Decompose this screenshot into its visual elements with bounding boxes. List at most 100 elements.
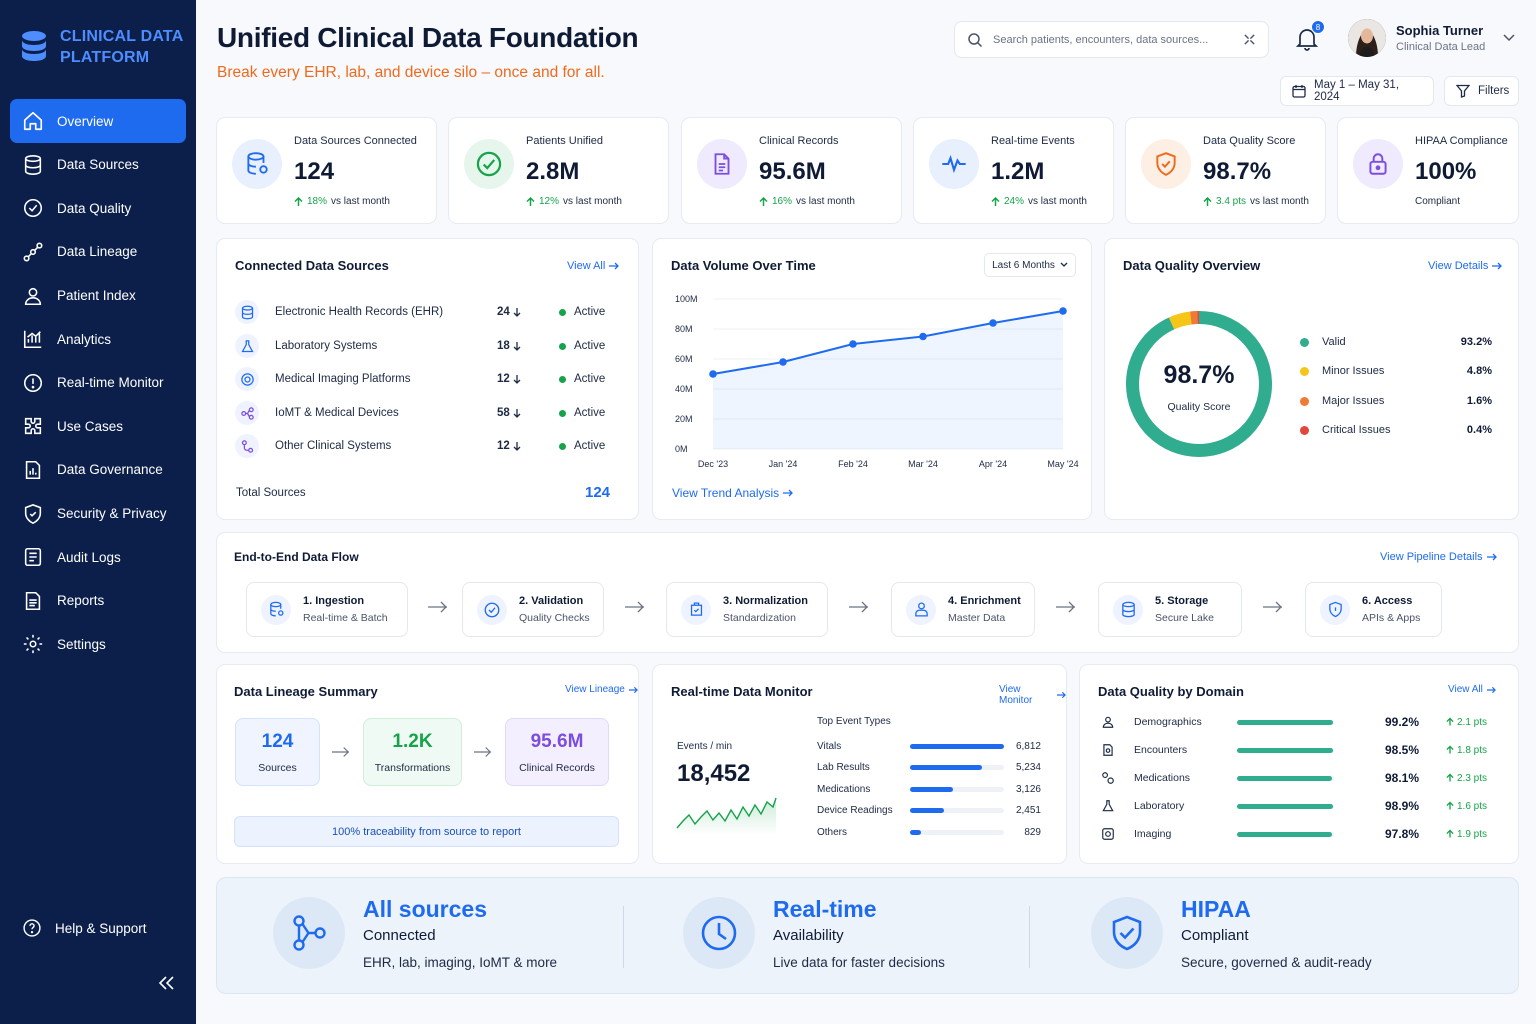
home-icon bbox=[22, 110, 44, 132]
quality-score-label: Quality Score bbox=[1167, 401, 1231, 413]
sidebar-item-analytics[interactable]: Analytics bbox=[10, 317, 186, 361]
view-trend-analysis-link[interactable]: View Trend Analysis bbox=[672, 486, 794, 500]
view-lineage-link[interactable]: View Lineage bbox=[565, 684, 638, 695]
shield-icon bbox=[22, 503, 44, 525]
brand[interactable]: CLINICAL DATA PLATFORM bbox=[20, 26, 183, 68]
lineage-transformations-box[interactable]: 1.2K Transformations bbox=[363, 718, 462, 786]
view-monitor-link[interactable]: View Monitor bbox=[999, 684, 1066, 706]
clear-icon[interactable] bbox=[1243, 33, 1256, 46]
kpi-card-data-sources[interactable]: Data Sources Connected 124 18% vs last mo… bbox=[216, 117, 437, 224]
lineage-records-box[interactable]: 95.6M Clinical Records bbox=[505, 718, 609, 786]
flow-step-storage[interactable]: 5. Storage Secure Lake bbox=[1098, 582, 1242, 637]
sidebar-item-audit-logs[interactable]: Audit Logs bbox=[10, 535, 186, 579]
domain-row[interactable]: Demographics 99.2% 2.1 pts bbox=[1100, 712, 1510, 732]
source-row[interactable]: Other Clinical Systems 12 Active bbox=[235, 434, 615, 458]
domain-delta: 2.3 pts bbox=[1419, 773, 1499, 784]
source-row[interactable]: Electronic Health Records (EHR) 24 Activ… bbox=[235, 300, 615, 324]
help-icon bbox=[22, 918, 42, 938]
card-title: Data Volume Over Time bbox=[671, 258, 816, 273]
flow-step-enrichment[interactable]: 4. Enrichment Master Data bbox=[891, 582, 1035, 637]
double-chevron-left-icon bbox=[157, 974, 175, 992]
view-all-sources-link[interactable]: View All bbox=[567, 260, 620, 272]
lineage-icon bbox=[22, 241, 44, 263]
flow-step-access[interactable]: 6. Access APIs & Apps bbox=[1305, 582, 1442, 637]
events-per-min-label: Events / min bbox=[677, 741, 733, 752]
source-row[interactable]: Laboratory Systems 18 Active bbox=[235, 334, 615, 358]
sidebar-item-data-lineage[interactable]: Data Lineage bbox=[10, 230, 186, 274]
search-input[interactable] bbox=[993, 33, 1233, 46]
flow-step-normalization[interactable]: 3. Normalization Standardization bbox=[666, 582, 828, 637]
sidebar-item-reports[interactable]: Reports bbox=[10, 579, 186, 623]
view-all-domains-link[interactable]: View All bbox=[1448, 684, 1496, 695]
kpi-delta-value: 24% bbox=[1004, 196, 1025, 207]
kpi-delta-value: 16% bbox=[772, 196, 793, 207]
data-quality-overview-card: Data Quality Overview View Details 98.7%… bbox=[1104, 238, 1519, 520]
domain-name: Medications bbox=[1134, 772, 1191, 784]
card-title: Real-time Data Monitor bbox=[671, 684, 813, 699]
systems-icon bbox=[235, 434, 259, 458]
view-pipeline-details-link[interactable]: View Pipeline Details bbox=[1380, 551, 1497, 563]
y-tick-label: 40M bbox=[675, 384, 693, 394]
source-row[interactable]: Medical Imaging Platforms 12 Active bbox=[235, 367, 615, 391]
user-menu[interactable]: Sophia Turner Clinical Data Lead bbox=[1348, 19, 1485, 57]
source-count: 12 bbox=[497, 373, 543, 385]
flow-step-validation[interactable]: 2. Validation Quality Checks bbox=[462, 582, 604, 637]
database-logo-icon bbox=[20, 30, 48, 64]
sidebar-item-label: Patient Index bbox=[57, 288, 136, 304]
banner-hipaa: HIPAA Compliant Secure, governed & audit-r… bbox=[1091, 896, 1372, 970]
source-row[interactable]: IoMT & Medical Devices 58 Active bbox=[235, 401, 615, 425]
kpi-card-hipaa-compliance[interactable]: HIPAA Compliance 100% Compliant bbox=[1337, 117, 1519, 224]
kpi-card-patients-unified[interactable]: Patients Unified 2.8M 12% vs last month bbox=[448, 117, 669, 224]
date-range-picker[interactable]: May 1 – May 31, 2024 bbox=[1280, 76, 1434, 106]
sidebar-item-settings[interactable]: Settings bbox=[10, 623, 186, 667]
lineage-sources-box[interactable]: 124 Sources bbox=[235, 718, 320, 786]
banner-description: EHR, lab, imaging, IoMT & more bbox=[363, 955, 558, 970]
flow-step-subtitle: Secure Lake bbox=[1155, 612, 1214, 624]
collapse-sidebar-button[interactable] bbox=[157, 974, 175, 992]
sidebar-item-data-governance[interactable]: Data Governance bbox=[10, 448, 186, 492]
real-time-monitor-card: Real-time Data Monitor View Monitor Even… bbox=[652, 664, 1067, 864]
brand-line-2: PLATFORM bbox=[60, 49, 150, 66]
kpi-delta: 18% vs last month bbox=[294, 196, 390, 207]
x-tick-label: Dec '23 bbox=[698, 459, 728, 469]
database-icon bbox=[1113, 594, 1143, 625]
notifications-button[interactable]: 8 bbox=[1296, 20, 1325, 51]
sidebar-item-real-time-monitor[interactable]: Real-time Monitor bbox=[10, 361, 186, 405]
kpi-card-clinical-records[interactable]: Clinical Records 95.6M 16% vs last month bbox=[681, 117, 902, 224]
view-quality-details-link[interactable]: View Details bbox=[1428, 260, 1503, 272]
data-volume-chart: 0M 20M 40M 60M 80M 100M Dec '23 Jan '24 Feb '24 M… bbox=[675, 294, 1079, 469]
sidebar-item-use-cases[interactable]: Use Cases bbox=[10, 405, 186, 449]
kpi-delta: Compliant bbox=[1415, 196, 1460, 207]
connected-sources-card: Connected Data Sources View All Electron… bbox=[216, 238, 639, 520]
filters-button[interactable]: Filters bbox=[1444, 76, 1519, 106]
total-sources-value: 124 bbox=[585, 484, 611, 501]
domain-row[interactable]: Medications 98.1% 2.3 pts bbox=[1100, 768, 1510, 788]
sidebar-item-security-privacy[interactable]: Security & Privacy bbox=[10, 492, 186, 536]
sidebar-item-data-sources[interactable]: Data Sources bbox=[10, 143, 186, 187]
help-support-link[interactable]: Help & Support bbox=[22, 918, 147, 938]
kpi-card-real-time-events[interactable]: Real-time Events 1.2M 24% vs last month bbox=[913, 117, 1114, 224]
kpi-label: Patients Unified bbox=[526, 135, 604, 147]
time-range-select[interactable]: Last 6 Months bbox=[984, 253, 1076, 277]
event-type-value: 2,451 bbox=[1015, 805, 1041, 817]
sidebar-item-data-quality[interactable]: Data Quality bbox=[10, 187, 186, 231]
arrow-down-icon bbox=[513, 341, 521, 351]
kpi-card-data-quality-score[interactable]: Data Quality Score 98.7% 3.4 pts vs last … bbox=[1125, 117, 1326, 224]
source-count-value: 24 bbox=[497, 306, 510, 318]
sidebar-item-overview[interactable]: Overview bbox=[10, 99, 186, 143]
chevron-down-icon[interactable] bbox=[1503, 34, 1515, 42]
flow-step-title: 3. Normalization bbox=[723, 595, 808, 607]
link-label: View All bbox=[567, 260, 606, 272]
kpi-delta-value: 12% bbox=[539, 196, 560, 207]
status-label: Active bbox=[574, 373, 606, 385]
series-area bbox=[713, 311, 1063, 449]
status-label: Active bbox=[574, 440, 606, 452]
domain-row[interactable]: Imaging 97.8% 1.9 pts bbox=[1100, 824, 1510, 844]
domain-row[interactable]: Encounters 98.5% 1.8 pts bbox=[1100, 740, 1510, 760]
domain-delta: 1.8 pts bbox=[1419, 745, 1499, 756]
banner-title: HIPAA bbox=[1181, 896, 1251, 922]
lock-icon bbox=[1353, 139, 1403, 189]
flow-step-ingestion[interactable]: 1. Ingestion Real-time & Batch bbox=[246, 582, 408, 637]
sidebar-item-patient-index[interactable]: Patient Index bbox=[10, 274, 186, 318]
domain-row[interactable]: Laboratory 98.9% 1.6 pts bbox=[1100, 796, 1510, 816]
